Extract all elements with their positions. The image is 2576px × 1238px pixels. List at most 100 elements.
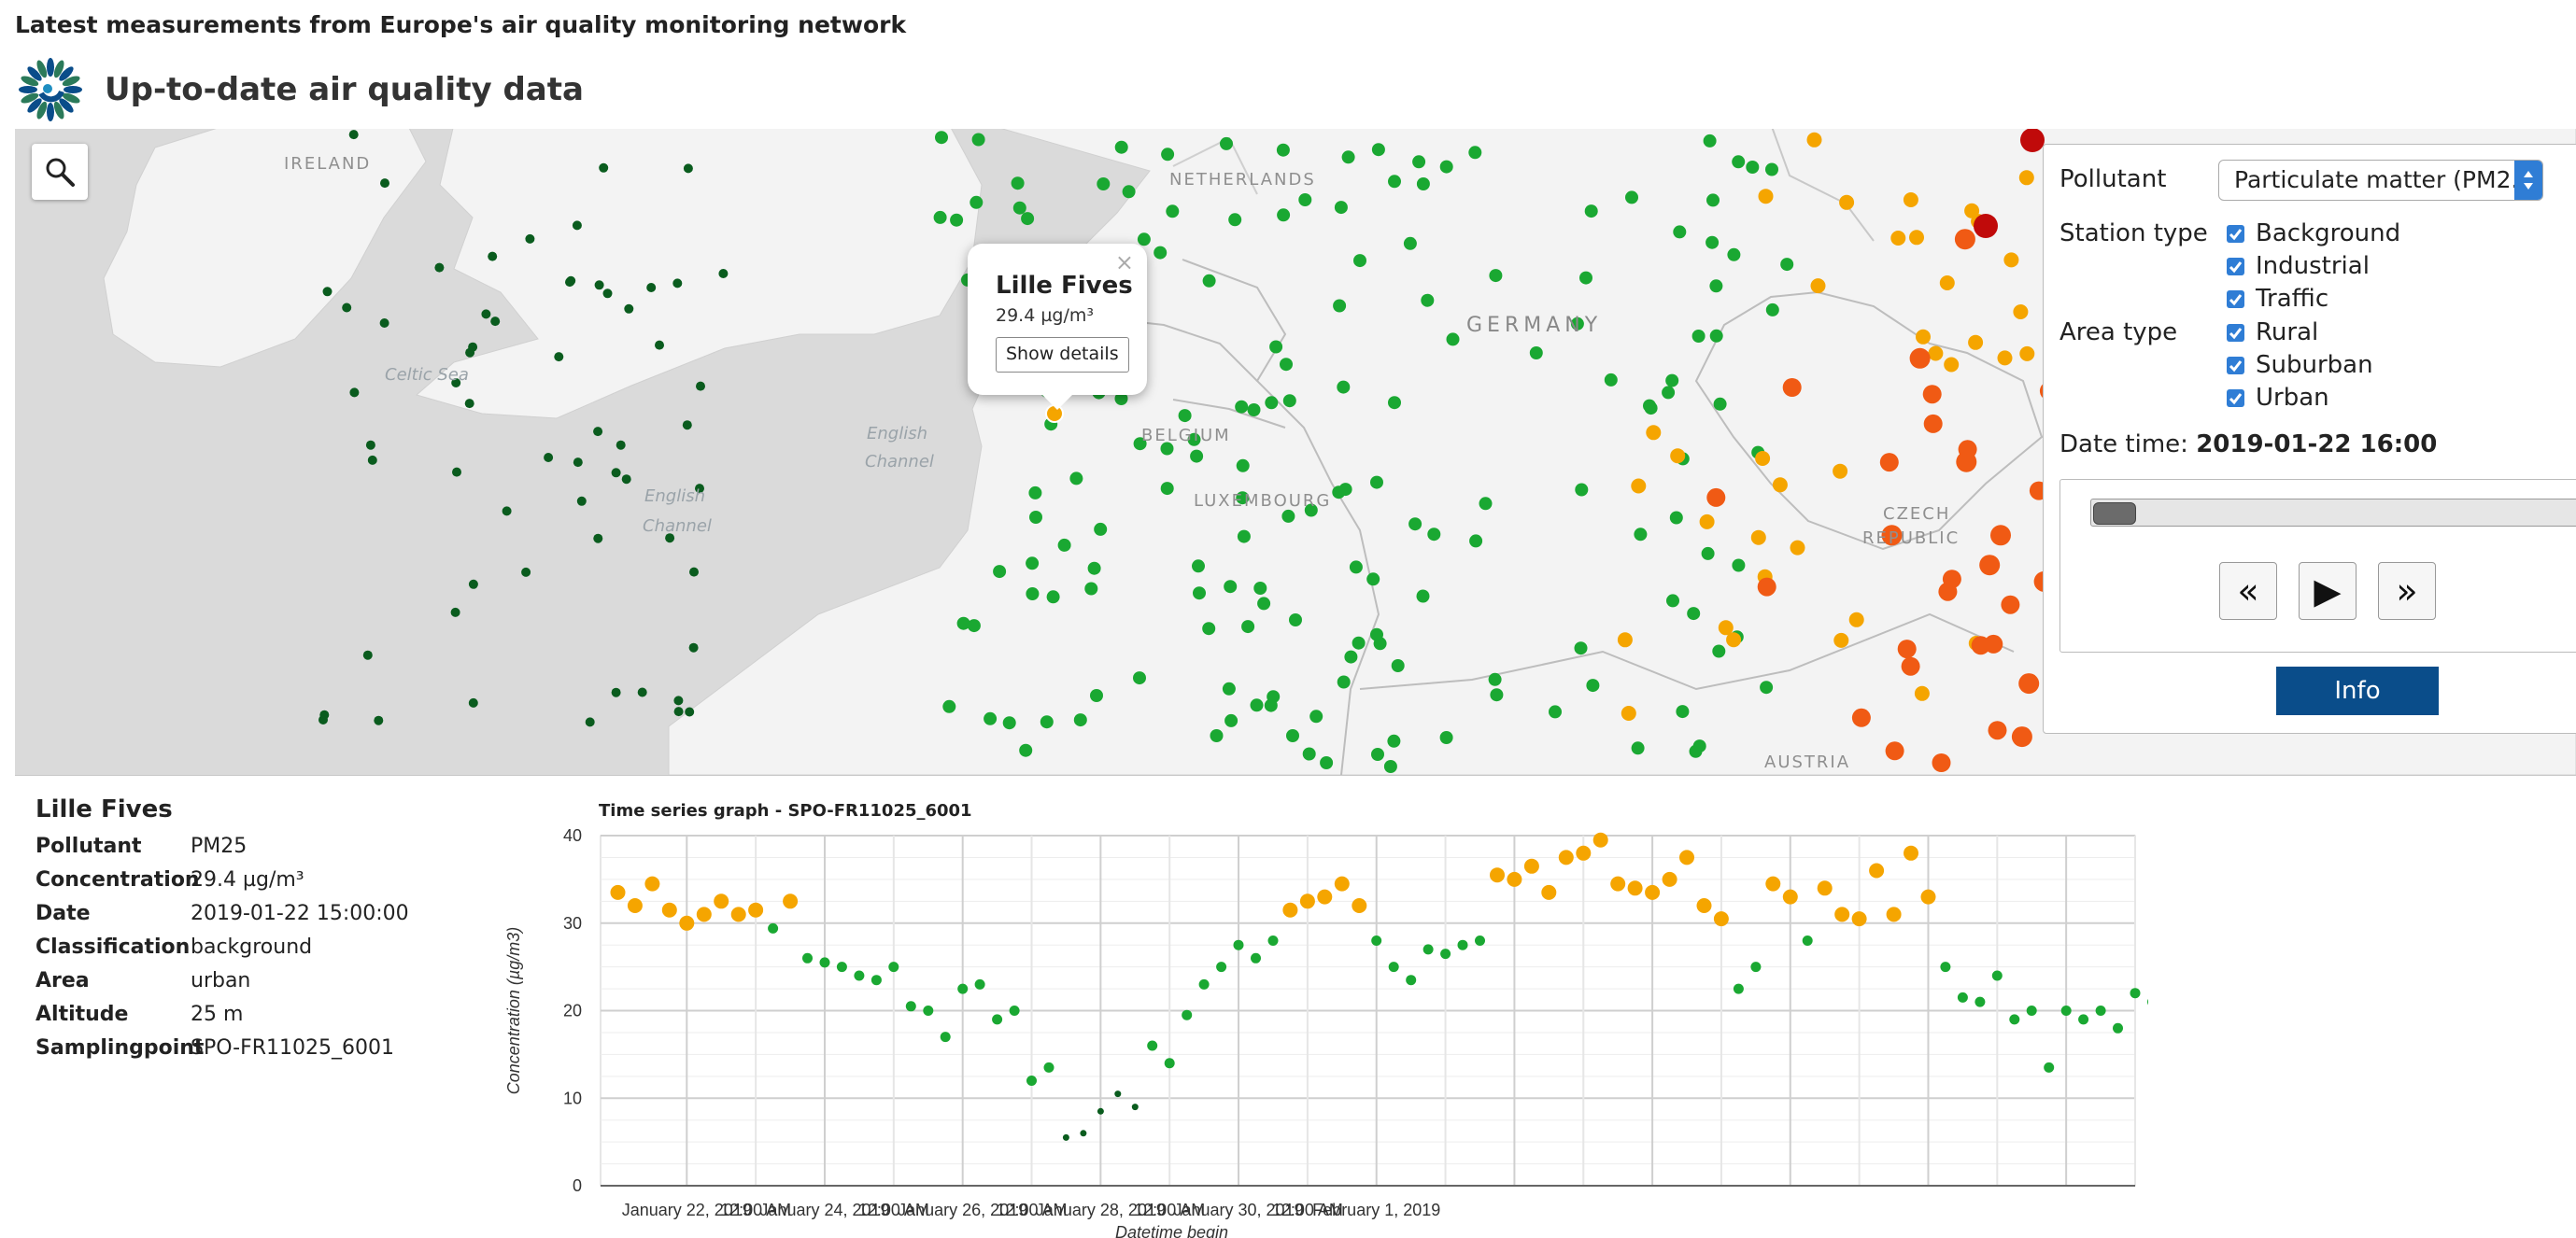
- data-point[interactable]: [1750, 962, 1762, 973]
- station-marker[interactable]: [1810, 278, 1826, 294]
- station-marker[interactable]: [1057, 538, 1071, 552]
- data-point[interactable]: [1233, 939, 1244, 950]
- data-point[interactable]: [1645, 884, 1661, 900]
- station-marker[interactable]: [1848, 612, 1864, 627]
- step-back-button[interactable]: «: [2219, 562, 2277, 620]
- station-marker[interactable]: [1928, 345, 1944, 361]
- station-marker[interactable]: [611, 468, 621, 478]
- data-point[interactable]: [1475, 936, 1485, 946]
- station-marker[interactable]: [1676, 705, 1690, 719]
- data-point[interactable]: [1131, 1104, 1139, 1111]
- station-marker[interactable]: [348, 130, 359, 140]
- station-marker[interactable]: [1337, 675, 1351, 689]
- station-marker[interactable]: [1901, 656, 1920, 676]
- station-marker[interactable]: [1760, 681, 1774, 695]
- station-marker[interactable]: [1166, 204, 1180, 218]
- station-marker[interactable]: [1670, 448, 1686, 464]
- station-marker[interactable]: [1341, 150, 1355, 164]
- station-marker[interactable]: [1662, 386, 1676, 400]
- station-marker[interactable]: [1002, 716, 1016, 730]
- checkbox-suburban[interactable]: Suburban: [2227, 351, 2373, 379]
- station-marker[interactable]: [956, 616, 970, 630]
- data-point[interactable]: [1026, 1076, 1037, 1086]
- station-marker[interactable]: [1916, 329, 1931, 345]
- station-marker[interactable]: [1286, 729, 1299, 742]
- data-point[interactable]: [1869, 863, 1885, 879]
- station-marker[interactable]: [1370, 627, 1383, 641]
- station-marker[interactable]: [502, 506, 512, 516]
- station-marker[interactable]: [1974, 214, 1998, 238]
- station-marker[interactable]: [1643, 399, 1656, 413]
- station-marker[interactable]: [1757, 577, 1776, 597]
- checkbox-checked-icon[interactable]: [2227, 388, 2244, 407]
- data-point[interactable]: [1317, 889, 1333, 905]
- station-marker[interactable]: [521, 567, 531, 577]
- station-marker[interactable]: [1309, 710, 1323, 724]
- station-marker[interactable]: [1193, 586, 1206, 600]
- station-marker[interactable]: [1421, 293, 1435, 307]
- station-marker[interactable]: [1298, 193, 1312, 206]
- data-point[interactable]: [1352, 898, 1367, 913]
- data-point[interactable]: [1009, 1006, 1020, 1016]
- data-point[interactable]: [1713, 911, 1729, 927]
- station-marker[interactable]: [611, 687, 621, 697]
- station-marker[interactable]: [1388, 396, 1401, 410]
- data-point[interactable]: [1267, 936, 1279, 946]
- data-point[interactable]: [1991, 970, 2003, 981]
- station-marker[interactable]: [379, 318, 389, 328]
- station-marker[interactable]: [2001, 595, 2020, 614]
- station-marker[interactable]: [1574, 641, 1588, 655]
- station-marker[interactable]: [1228, 213, 1242, 227]
- station-marker[interactable]: [646, 283, 657, 292]
- station-marker[interactable]: [1210, 729, 1224, 742]
- data-point[interactable]: [1062, 1133, 1069, 1141]
- station-marker[interactable]: [1427, 528, 1441, 542]
- station-marker[interactable]: [468, 697, 478, 708]
- station-marker[interactable]: [1154, 246, 1168, 260]
- data-point[interactable]: [1817, 880, 1833, 896]
- data-point[interactable]: [730, 907, 746, 922]
- station-marker[interactable]: [349, 387, 360, 398]
- station-marker[interactable]: [1304, 503, 1318, 517]
- checkbox-rural[interactable]: Rural: [2227, 318, 2318, 346]
- station-marker[interactable]: [1028, 485, 1042, 499]
- station-marker[interactable]: [1302, 747, 1316, 761]
- station-marker[interactable]: [1114, 140, 1128, 154]
- station-marker[interactable]: [1914, 685, 1930, 701]
- station-marker[interactable]: [1691, 330, 1706, 343]
- station-marker[interactable]: [933, 210, 947, 224]
- station-marker[interactable]: [525, 233, 535, 244]
- data-point[interactable]: [1802, 936, 1813, 946]
- station-marker[interactable]: [1687, 607, 1701, 621]
- station-marker[interactable]: [1187, 432, 1201, 446]
- station-marker[interactable]: [1416, 177, 1430, 190]
- data-point[interactable]: [2009, 1014, 2020, 1025]
- station-marker[interactable]: [950, 213, 964, 227]
- data-point[interactable]: [992, 1014, 1003, 1025]
- station-marker[interactable]: [685, 707, 695, 717]
- station-marker[interactable]: [1069, 471, 1083, 485]
- station-marker[interactable]: [1265, 396, 1279, 410]
- station-marker[interactable]: [1625, 190, 1638, 204]
- station-marker[interactable]: [1706, 193, 1720, 207]
- station-marker[interactable]: [1267, 690, 1281, 704]
- data-point[interactable]: [819, 957, 830, 968]
- data-point[interactable]: [714, 893, 729, 909]
- station-marker[interactable]: [1689, 744, 1703, 758]
- station-marker[interactable]: [593, 427, 603, 437]
- station-marker[interactable]: [1666, 594, 1679, 608]
- station-marker[interactable]: [1276, 143, 1290, 157]
- data-point[interactable]: [644, 876, 660, 892]
- data-point[interactable]: [923, 1006, 934, 1016]
- data-point[interactable]: [1388, 962, 1399, 973]
- checkbox-industrial[interactable]: Industrial: [2227, 252, 2370, 280]
- data-point[interactable]: [1198, 978, 1210, 990]
- station-marker[interactable]: [1701, 546, 1715, 560]
- station-marker[interactable]: [1280, 358, 1293, 372]
- station-marker[interactable]: [1236, 491, 1250, 505]
- station-marker[interactable]: [1114, 392, 1128, 405]
- station-marker[interactable]: [655, 340, 664, 350]
- station-marker[interactable]: [1137, 232, 1151, 246]
- checkbox-background[interactable]: Background: [2227, 219, 2400, 247]
- station-marker[interactable]: [1758, 189, 1774, 204]
